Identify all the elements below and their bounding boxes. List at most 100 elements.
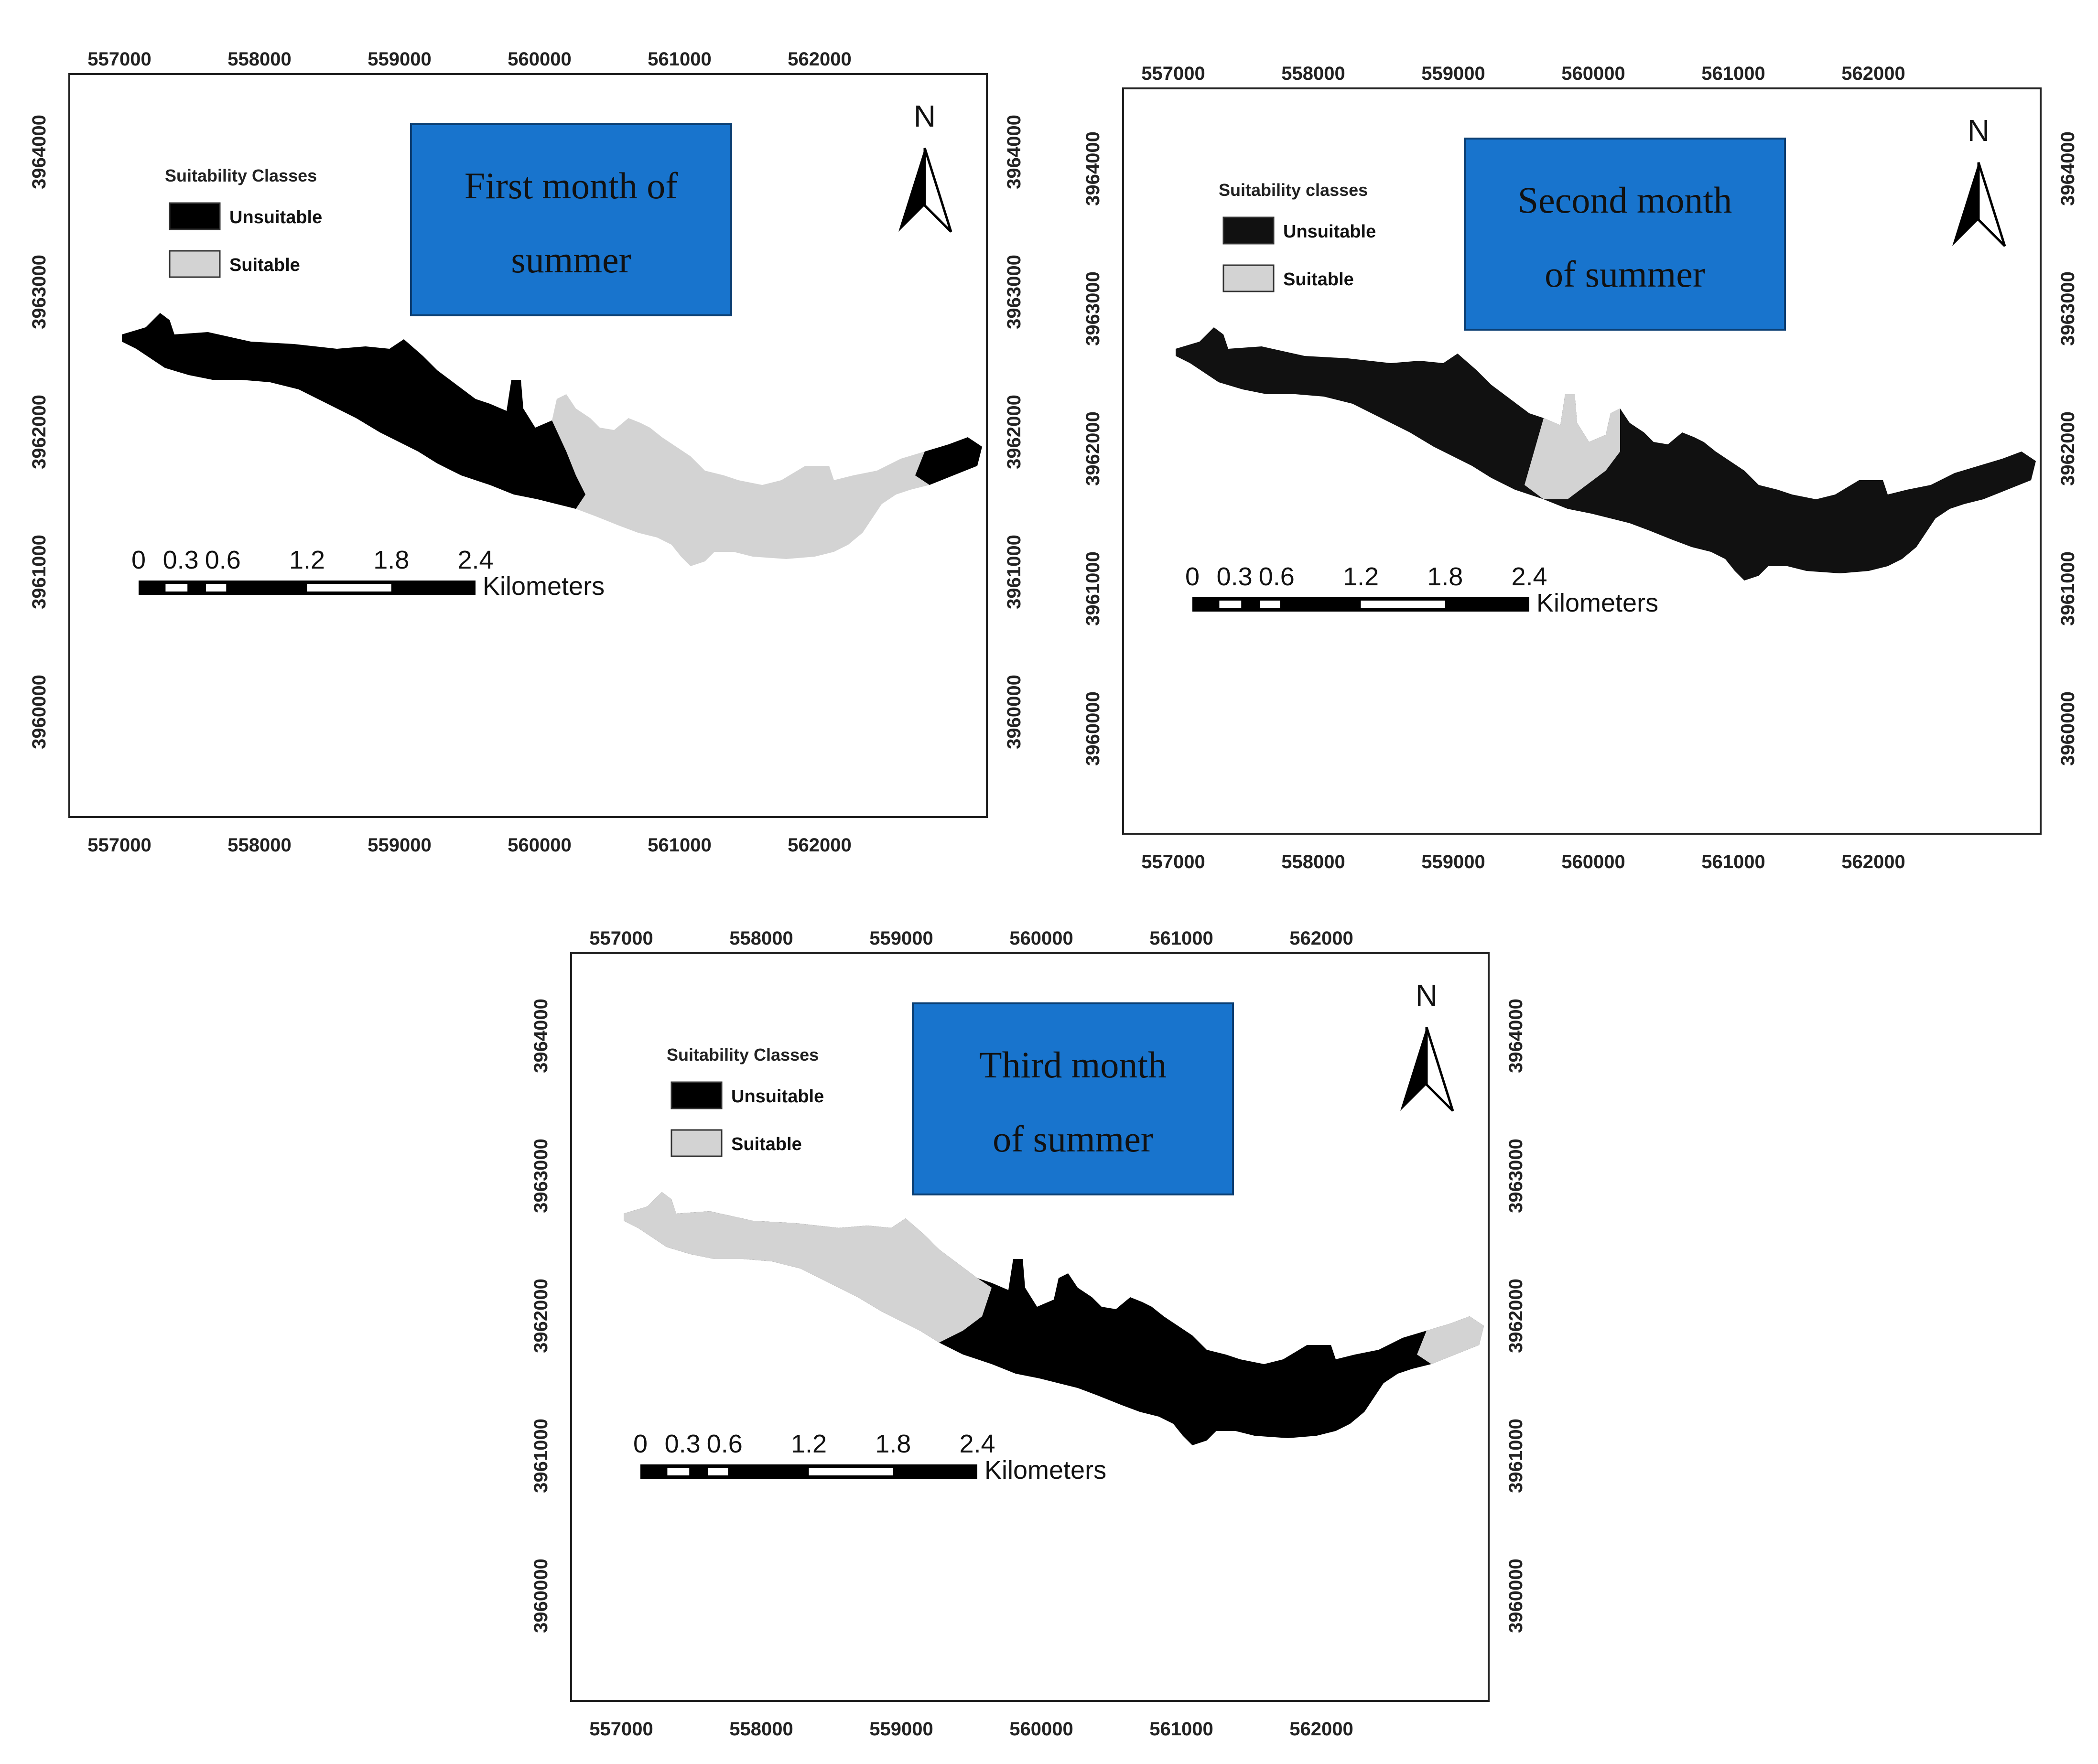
northing-label-right: 3960000 — [1505, 1559, 1526, 1633]
lake-map — [122, 313, 982, 566]
northing-label-right: 3960000 — [2057, 691, 2078, 766]
scale-bar-segment — [667, 1468, 690, 1475]
north-arrow-icon — [1952, 162, 1979, 246]
map-panel-2: 557000 557000 558000 558000 559000 559000 5600… — [1082, 63, 2078, 872]
north-label: N — [1968, 113, 1990, 148]
scale-bar-segment — [1219, 601, 1242, 608]
north-arrow-outline — [1977, 162, 2006, 247]
scale-bar-label: 0.6 — [707, 1430, 743, 1458]
legend-swatch-suitable — [169, 250, 221, 278]
scale-bar-label: 0.3 — [163, 546, 199, 574]
northing-label-left: 3962000 — [530, 1279, 552, 1353]
northing-label-left: 3964000 — [1082, 131, 1103, 206]
lake-map — [624, 1192, 1484, 1445]
scale-bar-label: 0 — [633, 1430, 648, 1458]
easting-label-bottom: 560000 — [1009, 1719, 1073, 1740]
suitable-area — [624, 1192, 992, 1343]
easting-label-top: 559000 — [368, 49, 431, 70]
scale-bar-label: 2.4 — [1511, 562, 1547, 591]
northing-label-right: 3962000 — [2057, 411, 2078, 486]
easting-label-top: 559000 — [1421, 63, 1485, 84]
map-panel-1: 557000 557000 558000 558000 559000 559000 5600… — [29, 49, 1025, 856]
map-title: of summer — [993, 1118, 1153, 1160]
unsuitable-area — [122, 313, 585, 509]
scale-bar-label: 0 — [1185, 562, 1200, 591]
easting-label-bottom: 562000 — [1841, 851, 1905, 872]
easting-label-bottom: 557000 — [87, 835, 151, 856]
scale-bar-label: 1.2 — [289, 546, 325, 574]
easting-label-top: 558000 — [729, 928, 793, 949]
legend-heading: Suitability Classes — [165, 166, 317, 185]
scale-bar-label: 0 — [131, 546, 146, 574]
northing-label-right: 3964000 — [1505, 999, 1526, 1073]
legend-label: Unsuitable — [1283, 222, 1376, 242]
scale-bar-unit: Kilometers — [483, 572, 605, 601]
easting-label-top: 557000 — [589, 928, 653, 949]
easting-label-top: 562000 — [1289, 928, 1353, 949]
legend: Suitability classes Unsuitable Suitable — [1219, 180, 1376, 292]
legend-swatch-unsuitable — [1222, 216, 1275, 245]
easting-label-top: 561000 — [648, 49, 711, 70]
north-arrow-icon — [898, 148, 925, 232]
northing-label-right: 3962000 — [1505, 1279, 1526, 1353]
scale-bar-label: 0.6 — [205, 546, 241, 574]
easting-label-bottom: 561000 — [1149, 1719, 1213, 1740]
scale-bar-label: 0.3 — [665, 1430, 701, 1458]
northing-label-left: 3961000 — [1082, 551, 1103, 626]
north-arrow-outline — [1425, 1027, 1454, 1112]
northing-label-left: 3960000 — [530, 1559, 552, 1633]
easting-label-top: 562000 — [1841, 63, 1905, 84]
easting-label-top: 558000 — [227, 49, 291, 70]
easting-label-top: 560000 — [508, 49, 571, 70]
map-title: Second month — [1518, 179, 1732, 221]
northing-label-left: 3960000 — [29, 675, 50, 749]
easting-label-bottom: 560000 — [1561, 851, 1625, 872]
northing-label-left: 3963000 — [29, 255, 50, 329]
scale-bar-label: 1.2 — [1343, 562, 1379, 591]
title-box — [410, 123, 732, 316]
legend-swatch-unsuitable — [670, 1081, 723, 1109]
northing-label-left: 3962000 — [29, 395, 50, 469]
northing-label-right: 3963000 — [1004, 255, 1025, 329]
legend-label: Unsuitable — [731, 1086, 824, 1107]
easting-label-bottom: 558000 — [1281, 851, 1345, 872]
northing-label-left: 3963000 — [1082, 271, 1103, 346]
legend-label: Suitable — [1283, 269, 1354, 290]
easting-label-top: 559000 — [869, 928, 933, 949]
scale-bar-label: 1.8 — [875, 1430, 911, 1458]
legend-swatch-suitable — [670, 1129, 723, 1157]
scale-bar-label: 0.6 — [1259, 562, 1295, 591]
scale-bar-label: 2.4 — [457, 546, 493, 574]
easting-label-top: 557000 — [87, 49, 151, 70]
legend-swatch-unsuitable — [169, 202, 221, 230]
northing-label-left: 3961000 — [29, 535, 50, 609]
northing-label-left: 3964000 — [530, 999, 552, 1073]
northing-label-left: 3963000 — [530, 1139, 552, 1213]
northing-label-right: 3962000 — [1004, 395, 1025, 469]
northing-label-left: 3964000 — [29, 115, 50, 189]
easting-label-bottom: 561000 — [1701, 851, 1765, 872]
northing-label-right: 3961000 — [2057, 551, 2078, 626]
easting-label-bottom: 559000 — [869, 1719, 933, 1740]
map-title: Third month — [979, 1044, 1167, 1086]
northing-label-right: 3963000 — [1505, 1139, 1526, 1213]
scale-bar-label: 0.3 — [1217, 562, 1253, 591]
scale-bar-label: 1.8 — [373, 546, 409, 574]
north-label: N — [914, 99, 936, 133]
northing-label-left: 3960000 — [1082, 691, 1103, 766]
easting-label-bottom: 558000 — [729, 1719, 793, 1740]
northing-label-right: 3960000 — [1004, 675, 1025, 749]
easting-label-bottom: 562000 — [1289, 1719, 1353, 1740]
scale-bar-label: 1.2 — [791, 1430, 827, 1458]
map-title: of summer — [1545, 253, 1705, 295]
unsuitable-area-east — [915, 437, 982, 485]
legend-swatch-suitable — [1222, 264, 1275, 292]
easting-label-bottom: 562000 — [788, 835, 851, 856]
title-box — [1464, 138, 1786, 331]
northing-label-right: 3961000 — [1004, 535, 1025, 609]
north-arrow-outline — [923, 148, 952, 233]
easting-label-bottom: 561000 — [648, 835, 711, 856]
northing-label-right: 3961000 — [1505, 1419, 1526, 1493]
